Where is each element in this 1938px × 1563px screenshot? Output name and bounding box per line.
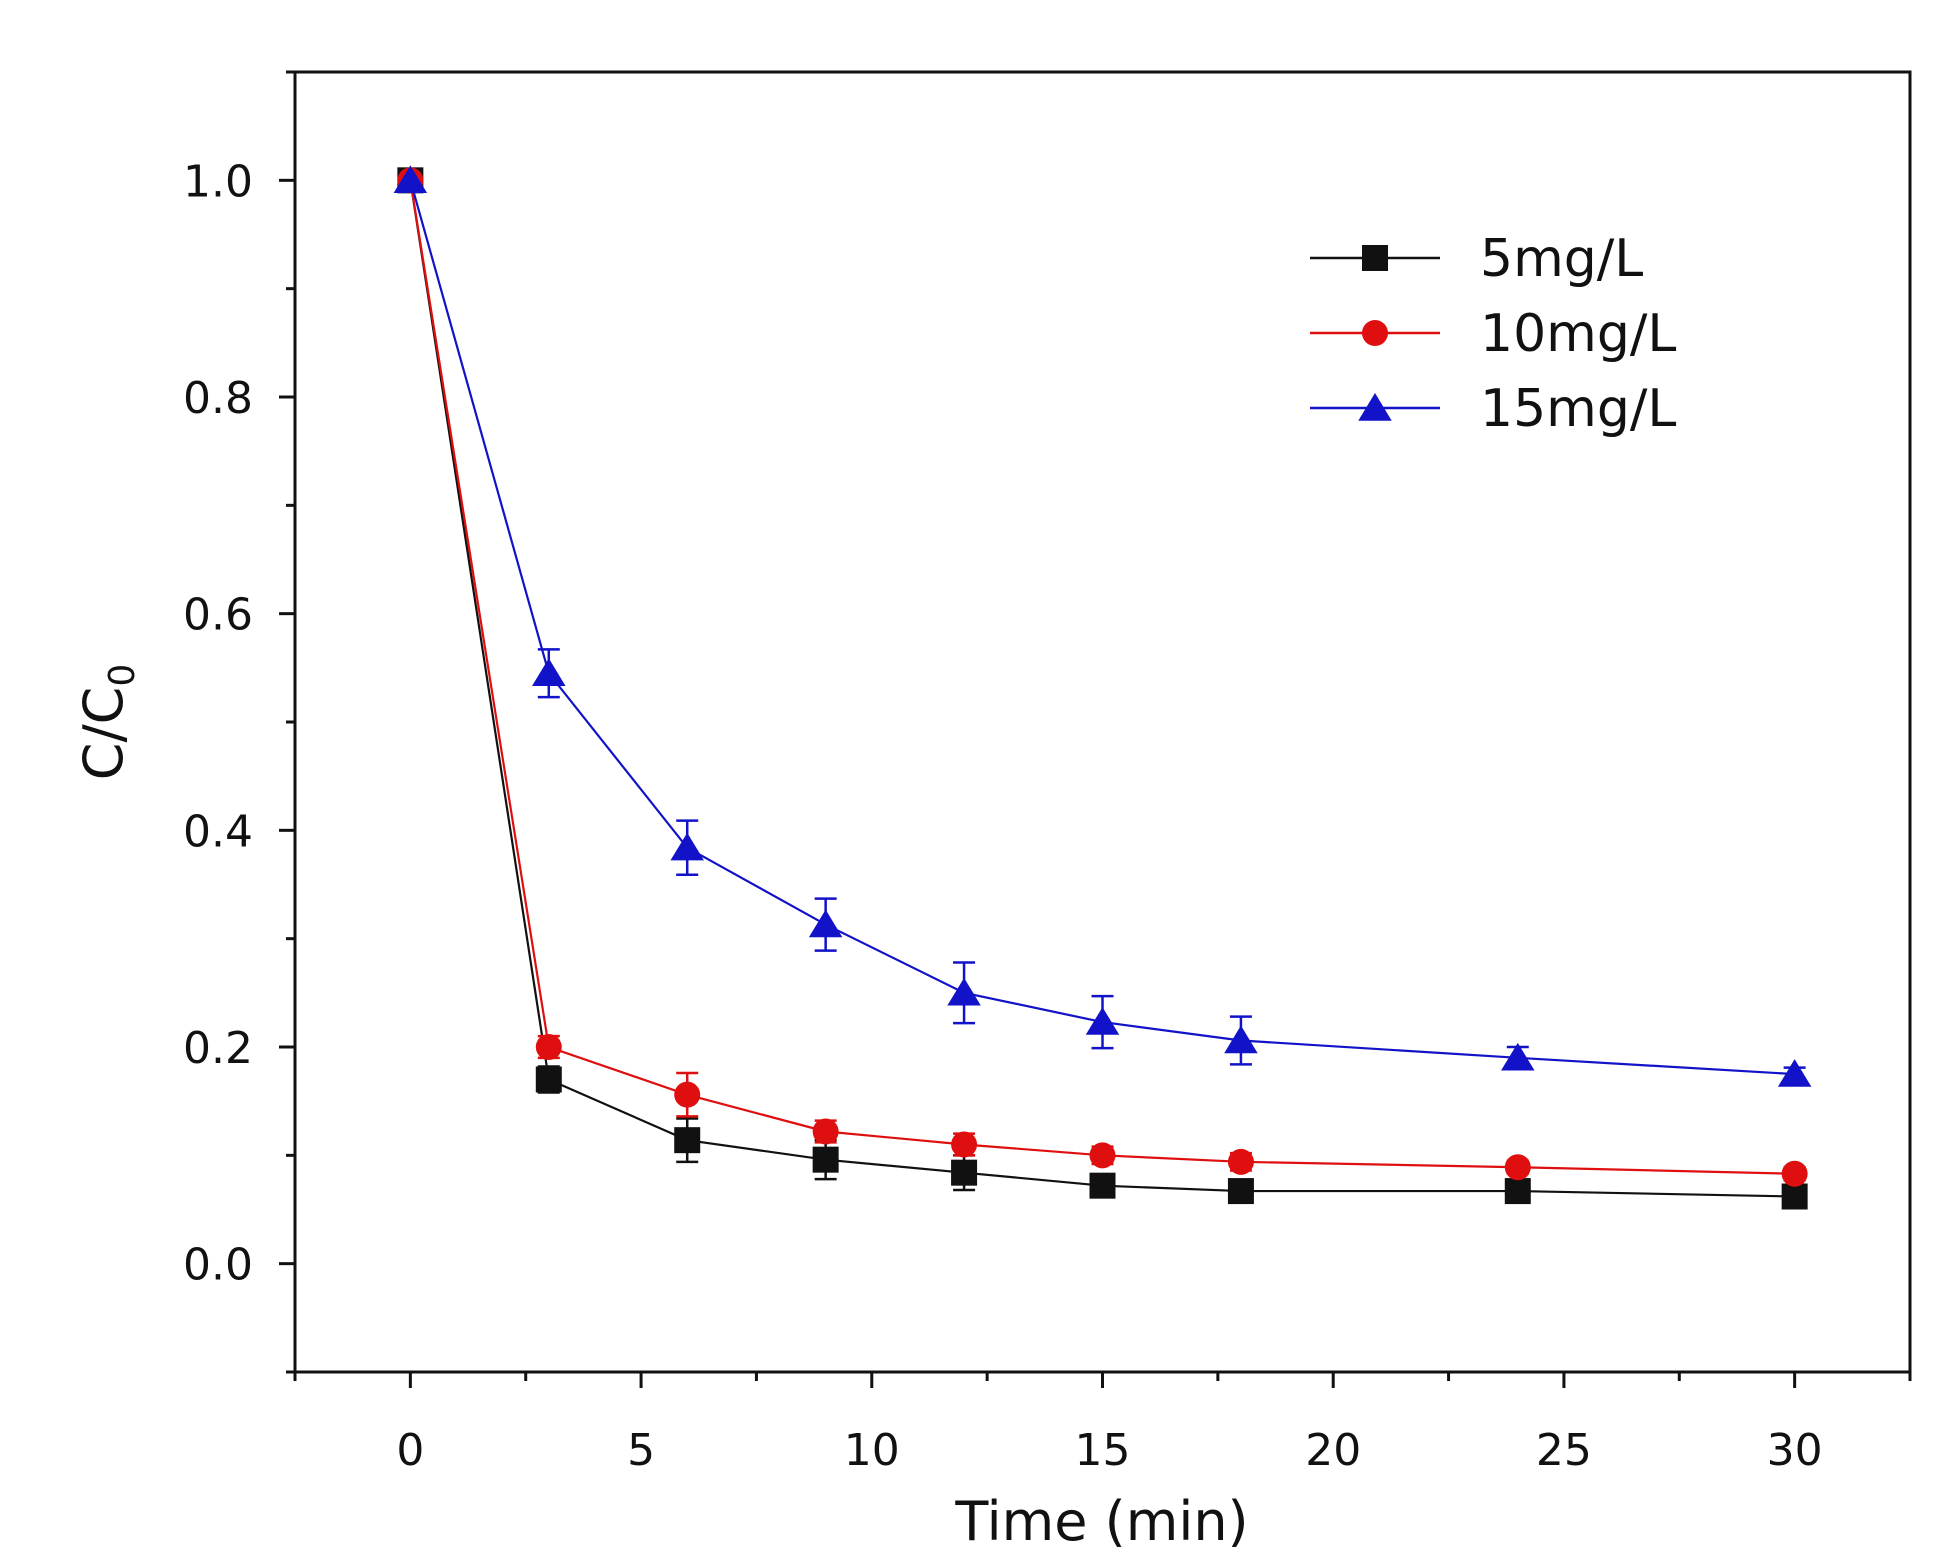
- y-tick-label: 0.2: [183, 1023, 253, 1074]
- x-tick-label: 0: [396, 1425, 424, 1476]
- data-point: [674, 1081, 701, 1108]
- y-tick-label: 1.0: [183, 156, 253, 207]
- y-axis-title-main: C/C: [72, 687, 135, 781]
- data-point: [951, 1131, 978, 1158]
- x-tick-label: 20: [1305, 1425, 1361, 1476]
- series-triangle: [393, 165, 1812, 1087]
- y-tick-label: 0.0: [183, 1240, 253, 1291]
- legend-marker: [1358, 393, 1392, 421]
- data-point: [947, 977, 981, 1006]
- data-point: [1504, 1154, 1531, 1181]
- data-point: [674, 1127, 701, 1154]
- legend-label: 5mg/L: [1480, 229, 1643, 289]
- legend-label: 10mg/L: [1480, 304, 1676, 364]
- y-tick-label: 0.8: [183, 373, 253, 424]
- data-point: [532, 658, 566, 686]
- x-tick-label: 30: [1767, 1425, 1823, 1476]
- data-point: [535, 1034, 562, 1060]
- data-point: [1777, 1059, 1812, 1087]
- legend-label: 15mg/L: [1480, 379, 1676, 439]
- data-point: [393, 165, 428, 194]
- data-point: [1227, 1178, 1254, 1205]
- data-point: [812, 1118, 839, 1145]
- y-tick-label: 0.6: [183, 590, 253, 641]
- x-tick-label: 15: [1075, 1425, 1131, 1476]
- legend-entry: 5mg/L: [1310, 229, 1643, 289]
- data-point: [1501, 1042, 1535, 1071]
- y-tick-label: 0.4: [183, 806, 253, 857]
- legend-entry: 10mg/L: [1310, 304, 1676, 364]
- data-point: [951, 1159, 978, 1186]
- y-axis-title: C/C0: [72, 664, 143, 781]
- legend-marker: [1362, 320, 1388, 346]
- legend: 5mg/L 10mg/L 15mg/L: [1310, 229, 1676, 439]
- data-point: [670, 832, 704, 861]
- data-point: [1781, 1160, 1808, 1187]
- legend-marker: [1362, 245, 1388, 271]
- x-tick-label: 10: [844, 1425, 900, 1476]
- legend-entry: 15mg/L: [1310, 379, 1676, 439]
- data-point: [1224, 1025, 1258, 1054]
- data-point: [535, 1066, 562, 1093]
- data-point: [1089, 1142, 1116, 1169]
- data-point: [1085, 1007, 1120, 1035]
- series-layer: [393, 165, 1812, 1210]
- series-square: [397, 167, 1808, 1210]
- x-tick-label: 25: [1536, 1425, 1592, 1476]
- x-axis-title: Time (min): [954, 1490, 1248, 1553]
- ticks-layer: 0 5 10 15 20 25 30 0.0 0.2 0.4 0.6 0.8 1.0: [183, 70, 1912, 1476]
- data-point: [1089, 1172, 1116, 1199]
- data-point: [808, 909, 843, 938]
- data-point: [1781, 1183, 1808, 1210]
- data-point: [1504, 1178, 1531, 1205]
- y-axis-title-subscript: 0: [102, 664, 143, 687]
- x-tick-label: 5: [627, 1425, 655, 1476]
- data-point: [1227, 1148, 1254, 1175]
- data-point: [812, 1146, 839, 1173]
